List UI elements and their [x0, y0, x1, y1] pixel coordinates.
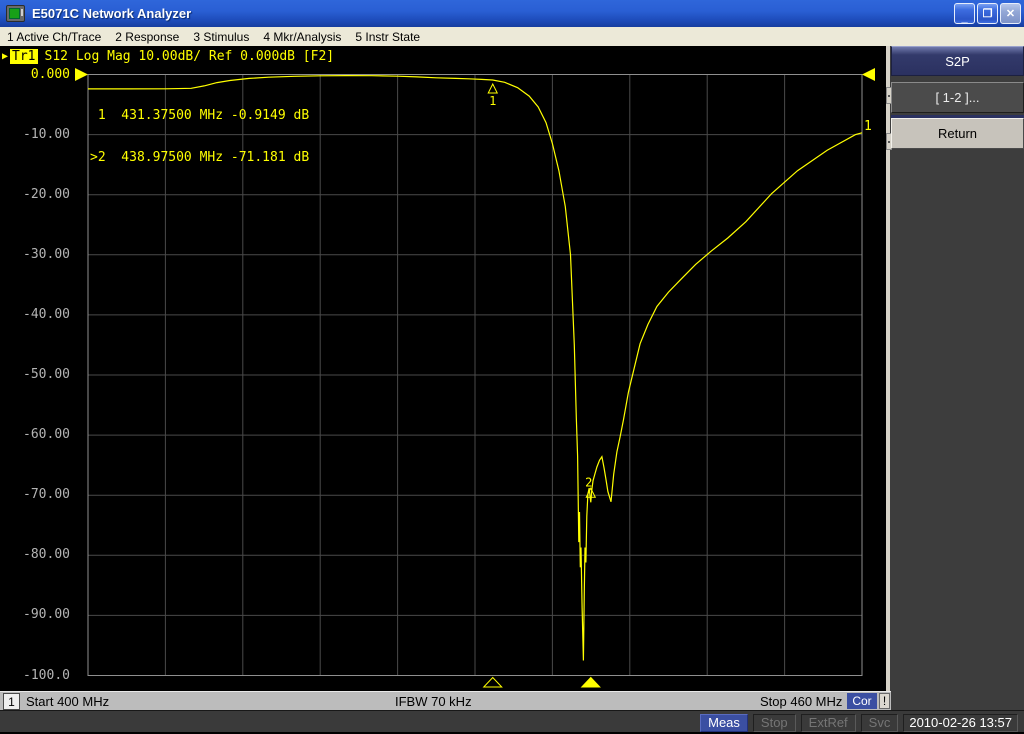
y-tick--90.00: -90.00: [23, 607, 70, 623]
plot-area: 1 1 2: [88, 74, 872, 688]
datetime-display: 2010-02-26 13:57: [903, 713, 1018, 732]
active-trace-arrow-icon: ▶: [2, 51, 9, 62]
close-button[interactable]: ✕: [1000, 3, 1021, 24]
channel-status-bar: 1 Start 400 MHz IFBW 70 kHz Stop 460 MHz…: [0, 691, 891, 710]
trace-header: ▶ Tr1 S12 Log Mag 10.00dB/ Ref 0.000dB […: [2, 49, 334, 64]
y-tick--50.00: -50.00: [23, 367, 70, 382]
menu-active-ch-trace[interactable]: 1 Active Ch/Trace: [7, 29, 102, 44]
channel-number-badge: 1: [3, 693, 20, 710]
menu-response[interactable]: 2 Response: [115, 29, 180, 44]
marker-2-readout: >2 438.97500 MHz -71.181 dB: [90, 150, 310, 165]
softkey-1-2-button[interactable]: [ 1-2 ]...: [891, 82, 1024, 113]
softkey-divider: [891, 115, 1024, 118]
ifbw-label: IFBW 70 kHz: [395, 694, 472, 709]
trace-format-text: S12 Log Mag 10.00dB/ Ref 0.000dB [F2]: [44, 49, 335, 64]
ref-level-marker-right: [862, 68, 875, 81]
y-tick--100.0: -100.0: [23, 667, 70, 683]
stop-indicator: Stop: [752, 713, 796, 732]
svg-text:1: 1: [489, 94, 496, 108]
marker-2-stimulus-indicator[interactable]: [580, 676, 601, 688]
svg-text:2: 2: [585, 475, 592, 489]
ref-level-marker-left: [75, 68, 88, 81]
app-icon: [6, 5, 25, 22]
restore-button[interactable]: ❐: [977, 3, 998, 24]
menu-instr-state[interactable]: 5 Instr State: [355, 29, 421, 44]
softkey-return-button[interactable]: Return: [891, 118, 1024, 149]
extref-indicator: ExtRef: [800, 713, 856, 732]
correction-badge: Cor: [847, 693, 877, 709]
softkey-sidebar: S2P [ 1-2 ]... Return: [884, 46, 1024, 710]
softkey-scroll-strip: [886, 46, 890, 691]
menu-mkr-analysis[interactable]: 4 Mkr/Analysis: [263, 29, 342, 44]
menu-stimulus[interactable]: 3 Stimulus: [193, 29, 250, 44]
minimize-button[interactable]: _: [954, 3, 975, 24]
marker-1-readout: 1 431.37500 MHz -0.9149 dB: [90, 108, 310, 123]
start-frequency-label: Start 400 MHz: [26, 694, 110, 709]
softkey-menu-title: S2P: [891, 46, 1024, 76]
trace-end-label: 1: [864, 119, 872, 134]
stop-frequency-label: Stop 460 MHz: [760, 694, 843, 709]
trace-name-badge[interactable]: Tr1: [10, 49, 38, 64]
y-tick--10.00: -10.00: [23, 126, 70, 142]
y-tick--70.00: -70.00: [23, 487, 70, 503]
title-bar: E5071C Network Analyzer _ ❐ ✕: [0, 0, 1024, 27]
y-tick--80.00: -80.00: [23, 547, 70, 563]
marker-1-glyph[interactable]: 1: [487, 82, 499, 108]
svc-indicator: Svc: [860, 713, 899, 732]
marker-2-glyph[interactable]: 2: [585, 475, 597, 498]
window-title: E5071C Network Analyzer: [32, 6, 192, 21]
alert-badge: !: [879, 693, 890, 709]
instrument-status-bar: Meas Stop ExtRef Svc 2010-02-26 13:57: [0, 710, 1024, 734]
y-tick--20.00: -20.00: [23, 186, 70, 202]
meas-indicator: Meas: [700, 713, 748, 732]
graticule: [75, 68, 875, 676]
instrument-display: ▶ Tr1 S12 Log Mag 10.00dB/ Ref 0.000dB […: [0, 46, 886, 710]
y-tick--40.00: -40.00: [23, 306, 70, 322]
menu-bar: 1 Active Ch/Trace 2 Response 3 Stimulus …: [0, 27, 1024, 46]
y-tick--60.00: -60.00: [23, 427, 70, 443]
marker-readout: 1 431.37500 MHz -0.9149 dB >2 438.97500 …: [90, 81, 309, 193]
trace-1: [88, 74, 863, 661]
marker-1-stimulus-indicator[interactable]: [482, 676, 503, 688]
y-tick-0.000: 0.000: [30, 66, 70, 82]
y-tick--30.00: -30.00: [23, 246, 70, 262]
